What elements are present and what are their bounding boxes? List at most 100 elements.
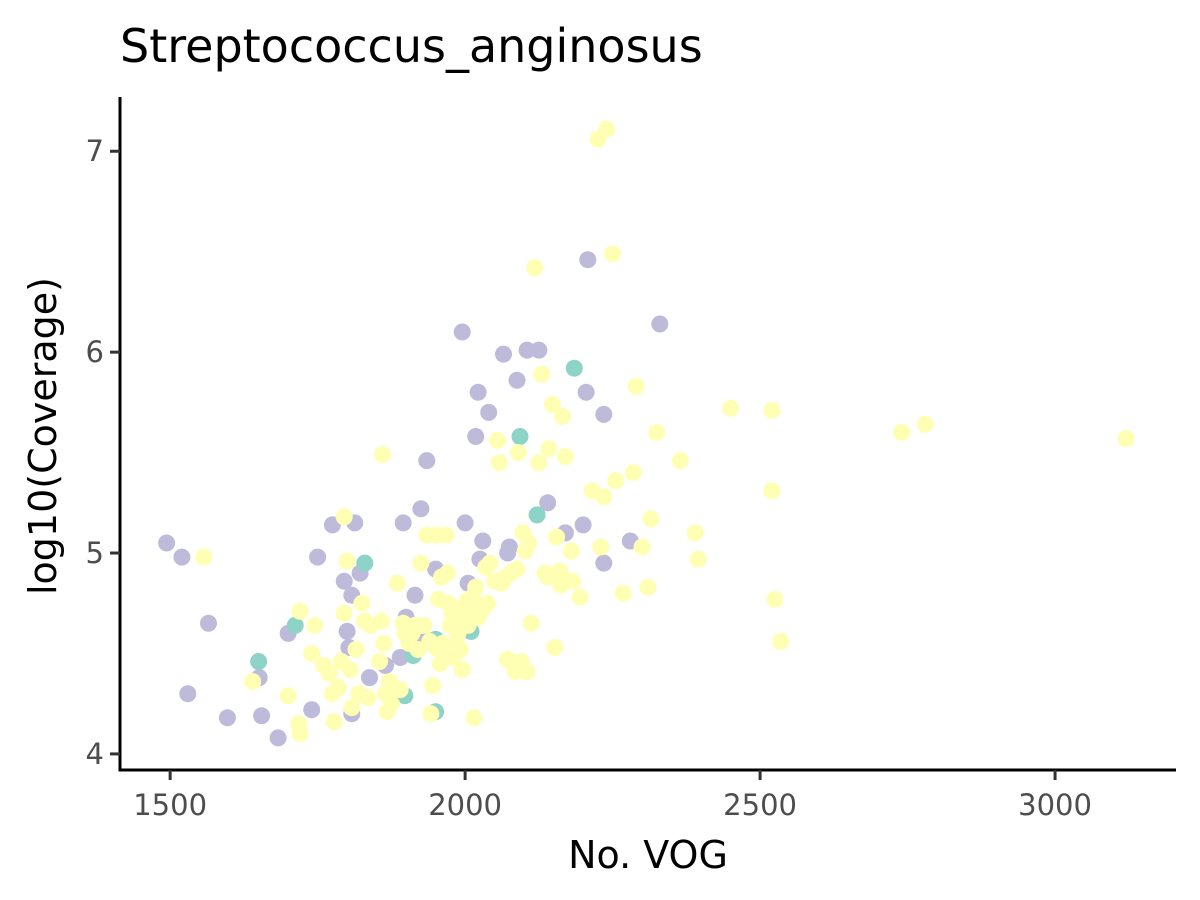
data-point-s2-90 bbox=[509, 444, 527, 462]
data-point-s2-129 bbox=[686, 524, 704, 542]
data-point-s2-116 bbox=[592, 538, 610, 556]
data-point-s2-81 bbox=[489, 432, 507, 449]
data-point-s0-13 bbox=[338, 622, 356, 640]
data-point-s0-31 bbox=[456, 514, 474, 532]
data-point-s0-41 bbox=[530, 341, 548, 359]
data-point-s2-103 bbox=[543, 395, 561, 413]
data-point-s0-44 bbox=[574, 516, 592, 534]
data-point-s2-74 bbox=[467, 578, 485, 596]
data-point-s0-2 bbox=[179, 685, 197, 703]
data-point-s2-136 bbox=[893, 424, 911, 441]
chart-title: Streptococcus_anginosus bbox=[120, 19, 703, 73]
data-point-s2-122 bbox=[624, 464, 642, 482]
data-point-s2-125 bbox=[639, 578, 657, 596]
data-point-s0-4 bbox=[218, 709, 236, 727]
data-point-s2-54 bbox=[434, 634, 452, 652]
data-point-s0-32 bbox=[467, 428, 485, 445]
data-point-s0-24 bbox=[406, 586, 424, 604]
data-point-s2-35 bbox=[391, 681, 409, 699]
data-point-s0-7 bbox=[269, 729, 287, 747]
points-layer bbox=[158, 120, 1135, 747]
data-point-s1-9 bbox=[528, 506, 546, 524]
data-point-s2-113 bbox=[571, 588, 589, 606]
data-point-s2-135 bbox=[772, 632, 790, 650]
data-point-s0-25 bbox=[412, 500, 430, 518]
data-point-s2-79 bbox=[481, 554, 499, 572]
data-point-s2-14 bbox=[335, 604, 353, 622]
data-point-s1-0 bbox=[250, 653, 268, 670]
data-point-s2-108 bbox=[554, 407, 571, 425]
data-point-s2-0 bbox=[195, 548, 213, 566]
x-tick-label-0: 1500 bbox=[133, 788, 207, 822]
data-point-s2-17 bbox=[341, 661, 359, 679]
data-point-s0-45 bbox=[577, 383, 595, 401]
data-point-s0-12 bbox=[335, 572, 353, 590]
data-point-s2-104 bbox=[546, 639, 564, 656]
data-point-s2-65 bbox=[451, 641, 469, 658]
data-point-s2-15 bbox=[335, 508, 353, 526]
data-point-s2-2 bbox=[279, 687, 297, 705]
data-point-s0-0 bbox=[158, 534, 176, 552]
data-point-s0-39 bbox=[508, 371, 526, 389]
data-point-s2-111 bbox=[562, 542, 580, 560]
data-point-s2-102 bbox=[540, 440, 558, 458]
data-point-s2-89 bbox=[508, 560, 526, 578]
data-point-s2-27 bbox=[374, 446, 391, 464]
data-point-s2-16 bbox=[338, 552, 356, 570]
data-point-s0-34 bbox=[474, 532, 492, 550]
data-point-s2-19 bbox=[347, 641, 365, 658]
data-point-s0-10 bbox=[309, 548, 327, 566]
data-point-s2-44 bbox=[415, 616, 433, 634]
data-point-s2-105 bbox=[548, 528, 566, 546]
data-point-s0-46 bbox=[579, 251, 597, 269]
data-point-s2-6 bbox=[303, 645, 321, 662]
y-tick-label-0: 4 bbox=[86, 737, 104, 771]
data-point-s2-11 bbox=[325, 713, 343, 731]
data-point-s0-1 bbox=[173, 548, 191, 566]
data-point-s2-117 bbox=[595, 488, 613, 506]
data-point-s0-42 bbox=[539, 494, 557, 512]
data-point-s2-82 bbox=[490, 454, 508, 472]
data-point-s2-128 bbox=[671, 452, 689, 470]
x-tick-label-2: 2500 bbox=[723, 788, 797, 822]
data-point-s0-26 bbox=[418, 452, 436, 470]
data-point-s2-132 bbox=[763, 401, 781, 419]
data-point-s2-66 bbox=[453, 661, 471, 679]
data-point-s2-78 bbox=[479, 594, 496, 612]
data-point-s2-5 bbox=[291, 725, 309, 743]
data-point-s2-28 bbox=[375, 634, 393, 652]
data-point-s2-26 bbox=[372, 612, 390, 630]
data-point-s0-48 bbox=[595, 554, 613, 572]
x-tick-label-3: 3000 bbox=[1018, 788, 1092, 822]
x-tick-label-1: 2000 bbox=[428, 788, 502, 822]
data-point-s2-133 bbox=[763, 482, 781, 500]
data-point-s0-6 bbox=[253, 707, 271, 725]
data-point-s2-48 bbox=[424, 677, 442, 695]
data-point-s2-119 bbox=[604, 245, 622, 263]
data-point-s2-21 bbox=[353, 594, 371, 612]
data-point-s2-124 bbox=[633, 538, 651, 556]
data-point-s2-109 bbox=[556, 448, 574, 466]
data-point-s1-8 bbox=[511, 428, 529, 445]
data-point-s0-18 bbox=[361, 669, 378, 687]
data-point-s2-118 bbox=[598, 120, 616, 138]
data-point-s2-12 bbox=[329, 679, 347, 697]
data-point-s2-94 bbox=[518, 663, 536, 681]
x-axis-title: No. VOG bbox=[568, 833, 728, 877]
y-tick-label-3: 7 bbox=[86, 134, 104, 168]
data-point-s2-130 bbox=[689, 550, 707, 568]
y-tick-label-1: 5 bbox=[86, 536, 104, 570]
data-point-s2-18 bbox=[343, 699, 361, 717]
data-point-s0-36 bbox=[495, 345, 512, 363]
data-point-s2-73 bbox=[465, 709, 483, 727]
data-point-s0-38 bbox=[499, 544, 517, 562]
y-axis-title: log10(Coverage) bbox=[21, 277, 65, 595]
data-point-s2-43 bbox=[412, 554, 430, 572]
data-point-s2-57 bbox=[438, 564, 456, 582]
data-point-s2-23 bbox=[359, 689, 377, 707]
data-point-s0-29 bbox=[453, 323, 471, 341]
data-point-s2-32 bbox=[382, 695, 400, 713]
data-point-s2-3 bbox=[291, 602, 309, 620]
data-point-s1-10 bbox=[565, 359, 583, 377]
data-point-s0-3 bbox=[200, 614, 217, 632]
